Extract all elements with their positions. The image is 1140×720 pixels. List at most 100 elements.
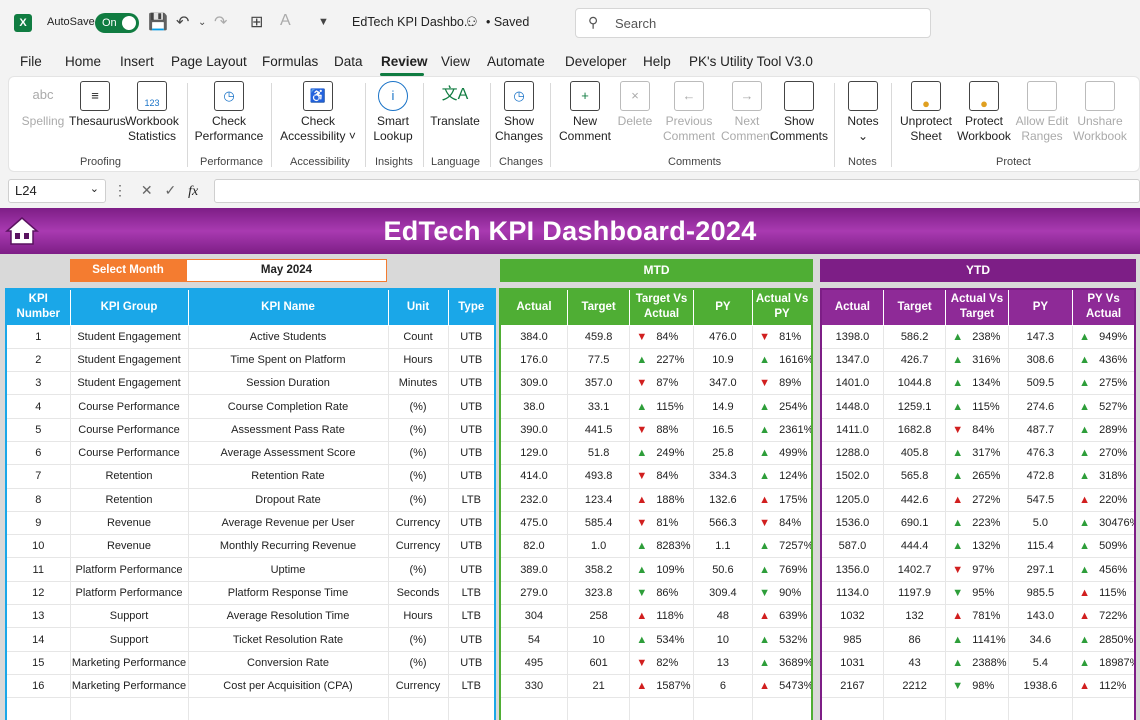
mtd-py-cell[interactable]: 13	[693, 651, 754, 675]
ytd-actual-vs-target-cell[interactable]: ▲ 265%	[945, 464, 1009, 489]
ytd-actual-vs-target-cell[interactable]: ▲ 272%	[945, 488, 1009, 512]
home-icon[interactable]	[5, 216, 39, 246]
empty-cell[interactable]	[1008, 697, 1074, 720]
mtd-target-vs-actual-cell[interactable]: ▼ 87%	[629, 371, 694, 396]
kpi-name-cell[interactable]: Cost per Acquisition (CPA)	[188, 674, 389, 699]
mtd-target-vs-actual-cell[interactable]: ▲ 115%	[629, 394, 694, 419]
ytd-actual-vs-target-cell[interactable]: ▲ 317%	[945, 441, 1009, 466]
ytd-actual-cell[interactable]: 1398.0	[821, 325, 884, 349]
mtd-target-cell[interactable]: 459.8	[567, 325, 631, 349]
type-cell[interactable]: UTB	[448, 534, 496, 559]
ytd-target-cell[interactable]: 586.2	[883, 325, 947, 349]
mtd-py-cell[interactable]: 10	[693, 627, 754, 652]
mtd-py-cell[interactable]: 334.3	[693, 464, 754, 489]
ytd-target-cell[interactable]: 1259.1	[883, 394, 947, 419]
unit-cell[interactable]: Currency	[388, 534, 449, 559]
mtd-py-cell[interactable]: 566.3	[693, 511, 754, 536]
tab-review[interactable]: Review	[381, 54, 428, 69]
ytd-actual-cell[interactable]: 1032	[821, 604, 884, 629]
tab-data[interactable]: Data	[334, 54, 363, 69]
kpi-group-cell[interactable]: Platform Performance	[70, 557, 189, 582]
kpi-group-cell[interactable]: Course Performance	[70, 441, 189, 466]
tab-pk-utility[interactable]: PK's Utility Tool V3.0	[689, 54, 813, 69]
unit-cell[interactable]: Currency	[388, 674, 449, 699]
ytd-actual-cell[interactable]: 1031	[821, 651, 884, 675]
ytd-py-cell[interactable]: 308.6	[1008, 348, 1074, 373]
empty-cell[interactable]	[448, 697, 496, 720]
ytd-py-vs-actual-cell[interactable]: ▲ 275%	[1072, 371, 1136, 396]
mtd-actual-vs-py-cell[interactable]: ▲ 2361%	[752, 418, 813, 442]
ytd-actual-cell[interactable]: 587.0	[821, 534, 884, 559]
kpi-number-cell[interactable]: 1	[6, 325, 71, 349]
mtd-actual-cell[interactable]: 54	[500, 627, 568, 652]
mtd-actual-vs-py-cell[interactable]: ▲ 3689%	[752, 651, 813, 675]
notes-button[interactable]: Notes ⌄	[841, 81, 885, 144]
mtd-py-cell[interactable]: 476.0	[693, 325, 754, 349]
mtd-actual-vs-py-cell[interactable]: ▲ 7257%	[752, 534, 813, 559]
ytd-py-vs-actual-cell[interactable]: ▲ 436%	[1072, 348, 1136, 373]
mtd-actual-cell[interactable]: 414.0	[500, 464, 568, 489]
kpi-number-cell[interactable]: 8	[6, 488, 71, 512]
kpi-name-cell[interactable]: Average Revenue per User	[188, 511, 389, 536]
unit-cell[interactable]: Currency	[388, 511, 449, 536]
mtd-target-cell[interactable]: 357.0	[567, 371, 631, 396]
kpi-number-cell[interactable]: 15	[6, 651, 71, 675]
tab-automate[interactable]: Automate	[487, 54, 545, 69]
empty-cell[interactable]	[945, 697, 1009, 720]
ytd-actual-vs-target-cell[interactable]: ▼ 84%	[945, 418, 1009, 442]
ytd-actual-cell[interactable]: 985	[821, 627, 884, 652]
kpi-group-cell[interactable]: Student Engagement	[70, 325, 189, 349]
undo-dropdown-icon[interactable]: ⌄	[198, 17, 207, 28]
unit-cell[interactable]: (%)	[388, 627, 449, 652]
ytd-actual-vs-target-cell[interactable]: ▲ 132%	[945, 534, 1009, 559]
empty-cell[interactable]	[693, 697, 754, 720]
worksheet[interactable]: EdTech KPI Dashboard-2024 Select Month M…	[0, 208, 1140, 720]
ytd-actual-cell[interactable]: 1134.0	[821, 581, 884, 606]
mtd-actual-vs-py-cell[interactable]: ▲ 769%	[752, 557, 813, 582]
kpi-name-cell[interactable]: Conversion Rate	[188, 651, 389, 675]
kpi-group-cell[interactable]: Revenue	[70, 511, 189, 536]
kpi-name-cell[interactable]: Session Duration	[188, 371, 389, 396]
mtd-actual-vs-py-cell[interactable]: ▲ 532%	[752, 627, 813, 652]
ytd-actual-cell[interactable]: 1448.0	[821, 394, 884, 419]
mtd-target-vs-actual-cell[interactable]: ▲ 188%	[629, 488, 694, 512]
ytd-py-cell[interactable]: 5.0	[1008, 511, 1074, 536]
tab-insert[interactable]: Insert	[120, 54, 154, 69]
mtd-actual-vs-py-cell[interactable]: ▼ 89%	[752, 371, 813, 396]
ytd-py-vs-actual-cell[interactable]: ▲ 2850%	[1072, 627, 1136, 652]
insert-function-icon[interactable]: fx	[188, 184, 199, 199]
mtd-actual-cell[interactable]: 279.0	[500, 581, 568, 606]
mtd-py-cell[interactable]: 132.6	[693, 488, 754, 512]
mtd-py-cell[interactable]: 16.5	[693, 418, 754, 442]
ytd-py-vs-actual-cell[interactable]: ▲ 456%	[1072, 557, 1136, 582]
empty-cell[interactable]	[629, 697, 694, 720]
kpi-name-cell[interactable]: Dropout Rate	[188, 488, 389, 512]
tab-page-layout[interactable]: Page Layout	[171, 54, 247, 69]
empty-cell[interactable]	[883, 697, 947, 720]
ytd-actual-cell[interactable]: 1205.0	[821, 488, 884, 512]
mtd-actual-cell[interactable]: 309.0	[500, 371, 568, 396]
enter-icon[interactable]: ✓	[164, 182, 177, 198]
borders-icon[interactable]: ⊞	[250, 14, 264, 31]
mtd-target-cell[interactable]: 441.5	[567, 418, 631, 442]
ytd-actual-cell[interactable]: 2167	[821, 674, 884, 699]
mtd-actual-vs-py-cell[interactable]: ▲ 254%	[752, 394, 813, 419]
mtd-target-cell[interactable]: 10	[567, 627, 631, 652]
mtd-py-cell[interactable]: 14.9	[693, 394, 754, 419]
kpi-number-cell[interactable]: 11	[6, 557, 71, 582]
mtd-target-cell[interactable]: 323.8	[567, 581, 631, 606]
ytd-py-vs-actual-cell[interactable]: ▲ 270%	[1072, 441, 1136, 466]
ytd-py-cell[interactable]: 115.4	[1008, 534, 1074, 559]
ytd-target-cell[interactable]: 444.4	[883, 534, 947, 559]
mtd-target-vs-actual-cell[interactable]: ▲ 534%	[629, 627, 694, 652]
mtd-actual-vs-py-cell[interactable]: ▼ 90%	[752, 581, 813, 606]
ytd-actual-vs-target-cell[interactable]: ▲ 115%	[945, 394, 1009, 419]
ytd-py-cell[interactable]: 476.3	[1008, 441, 1074, 466]
ytd-py-cell[interactable]: 985.5	[1008, 581, 1074, 606]
mtd-target-cell[interactable]: 585.4	[567, 511, 631, 536]
mtd-actual-vs-py-cell[interactable]: ▲ 499%	[752, 441, 813, 466]
kpi-group-cell[interactable]: Retention	[70, 488, 189, 512]
mtd-target-cell[interactable]: 51.8	[567, 441, 631, 466]
ytd-py-cell[interactable]: 1938.6	[1008, 674, 1074, 699]
ytd-target-cell[interactable]: 442.6	[883, 488, 947, 512]
